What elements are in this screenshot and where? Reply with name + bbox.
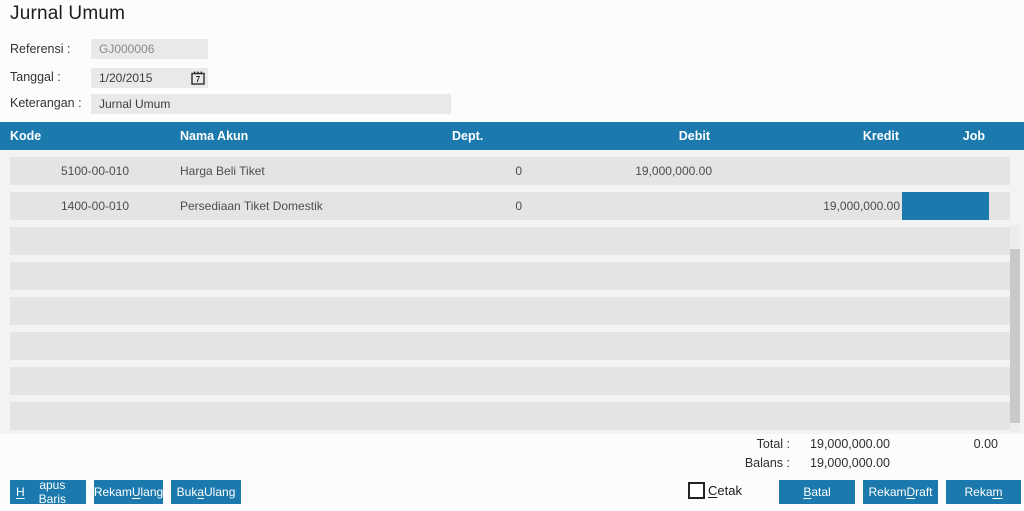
cell-kode[interactable]: 5100-00-010 <box>60 164 130 178</box>
cell-job[interactable] <box>902 157 989 185</box>
total-label: Total : <box>756 437 790 451</box>
table-row[interactable]: 1400-00-010 Persediaan Tiket Domestik 0 … <box>10 192 1010 220</box>
empty-row[interactable] <box>10 297 1010 325</box>
page-title: Jurnal Umum <box>10 3 126 24</box>
empty-row[interactable] <box>10 367 1010 395</box>
balans-value: 19,000,000.00 <box>810 456 890 470</box>
cetak-checkbox[interactable] <box>688 482 705 499</box>
rekam-button[interactable]: Reka m <box>946 480 1021 504</box>
keterangan-label: Keterangan : <box>10 96 82 110</box>
journal-grid: Kode Nama Akun Dept. Debit Kredit Job 51… <box>0 122 1024 434</box>
total-debit-value: 19,000,000.00 <box>810 437 890 451</box>
column-header-dept: Dept. <box>452 129 484 143</box>
cell-job-selected[interactable] <box>902 192 989 220</box>
referensi-input[interactable]: GJ000006 <box>91 39 208 59</box>
svg-text:7: 7 <box>196 75 201 84</box>
empty-row[interactable] <box>10 262 1010 290</box>
table-row[interactable]: 5100-00-010 Harga Beli Tiket 0 19,000,00… <box>10 157 1010 185</box>
cetak-checkbox-label[interactable]: Cetak <box>708 483 742 498</box>
buka-ulang-button[interactable]: Buk a Ulang <box>171 480 241 504</box>
column-header-job: Job <box>962 129 985 143</box>
empty-row[interactable] <box>10 227 1010 255</box>
cell-dept[interactable]: 0 <box>515 164 522 178</box>
tanggal-label: Tanggal : <box>10 70 61 84</box>
column-header-debit: Debit <box>678 129 710 143</box>
column-header-kredit: Kredit <box>862 129 899 143</box>
cell-kredit[interactable]: 19,000,000.00 <box>823 199 900 213</box>
empty-row[interactable] <box>10 332 1010 360</box>
cell-kredit[interactable] <box>712 157 902 185</box>
balans-label: Balans : <box>744 456 790 470</box>
calendar-icon[interactable]: 7 <box>191 71 205 85</box>
cell-nama-akun[interactable]: Persediaan Tiket Domestik <box>180 199 323 213</box>
cell-dept[interactable]: 0 <box>515 199 522 213</box>
scrollbar-thumb[interactable] <box>1010 249 1020 423</box>
cell-nama-akun[interactable]: Harga Beli Tiket <box>180 164 265 178</box>
total-kredit-value: 0.00 <box>973 437 998 451</box>
column-header-nama-akun: Nama Akun <box>180 129 249 143</box>
cell-debit[interactable]: 19,000,000.00 <box>635 164 712 178</box>
tanggal-input[interactable]: 1/20/2015 <box>91 68 208 88</box>
keterangan-input[interactable]: Jurnal Umum <box>91 94 451 114</box>
cell-kode[interactable]: 1400-00-010 <box>60 199 130 213</box>
column-header-kode: Kode <box>10 129 42 143</box>
empty-row[interactable] <box>10 402 1010 430</box>
grid-header-row: Kode Nama Akun Dept. Debit Kredit Job <box>0 122 1024 150</box>
cell-debit[interactable] <box>525 192 712 220</box>
referensi-label: Referensi : <box>10 42 71 56</box>
